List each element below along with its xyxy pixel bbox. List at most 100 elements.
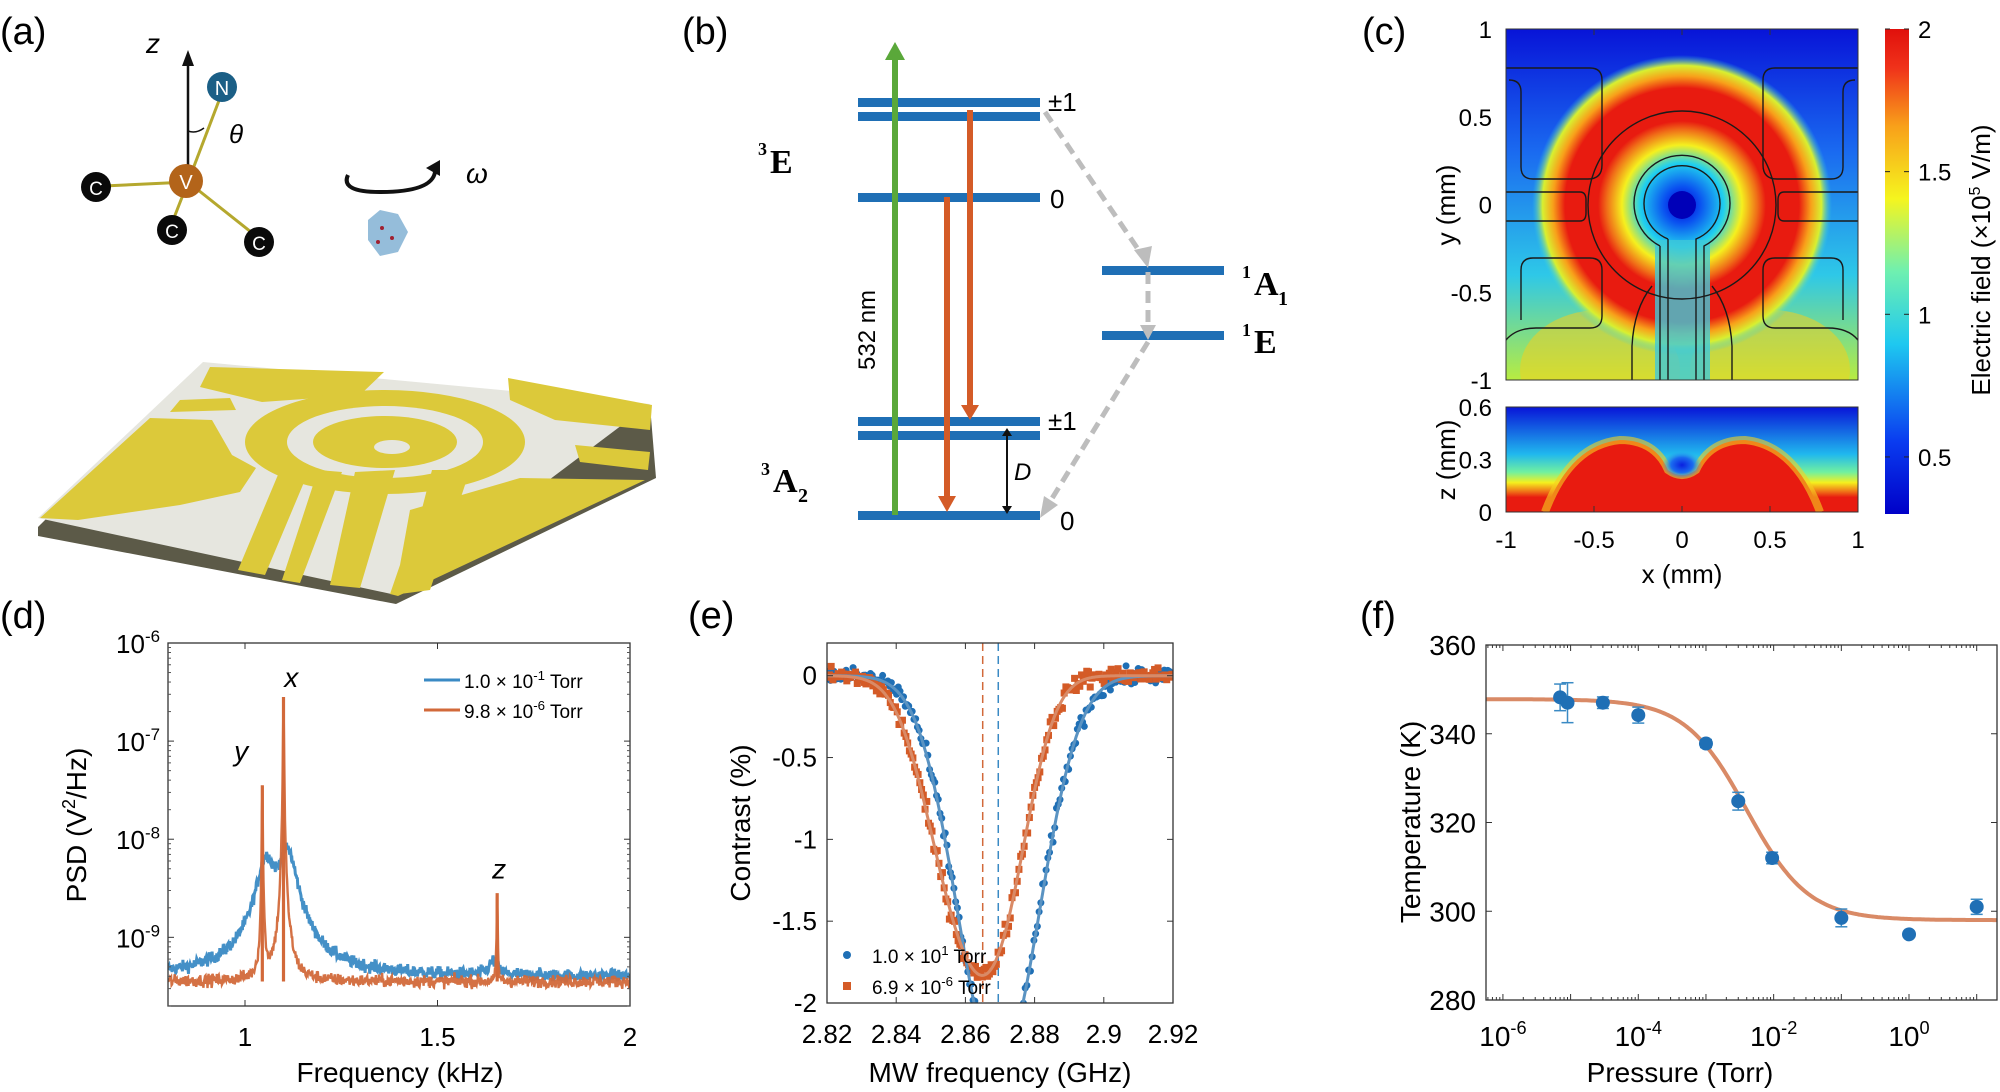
psd-series-line-high-pressure xyxy=(168,842,630,984)
e-legend-label: 1.0 × 101 Torr xyxy=(872,943,987,968)
e-data-point xyxy=(1005,922,1013,930)
level-3e-pm1-a xyxy=(858,98,1040,107)
panel-f: (f) 10-6 10-4 10-2 100 360 340 320 300 280 Press… xyxy=(1360,595,1998,1088)
svg-text:A: A xyxy=(773,463,798,500)
field-map-bottom xyxy=(1506,407,1858,512)
f-data-point xyxy=(1560,695,1575,710)
intersystem-crossing-path xyxy=(1042,110,1151,507)
panel-label-f: (f) xyxy=(1360,595,1396,637)
coplanar-waveguide-chip xyxy=(38,362,656,604)
odmr-plot-area xyxy=(827,643,1173,1056)
d-ytick-label: 10-9 xyxy=(116,921,160,953)
e-xtick-label: 2.86 xyxy=(940,1019,991,1049)
e-data-point xyxy=(1058,704,1066,712)
e-data-point xyxy=(975,966,983,974)
sublevel-label-lower-pm1: ±1 xyxy=(1048,406,1077,436)
e-data-point xyxy=(1051,714,1059,722)
e-ytick-label: -1 xyxy=(794,824,817,854)
e-data-point xyxy=(827,662,835,670)
e-data-point xyxy=(1105,669,1113,677)
e-data-point xyxy=(1060,689,1068,697)
c-ylabel-bottom: z (mm) xyxy=(1431,420,1461,501)
e-data-point xyxy=(1122,662,1130,670)
colorbar-tick-label: 2 xyxy=(1918,17,1931,44)
svg-text:3: 3 xyxy=(758,139,767,159)
e-data-point xyxy=(982,1049,989,1056)
state-label-1a1: 1 A 1 xyxy=(1242,262,1288,310)
e-data-point xyxy=(1124,677,1132,685)
svg-text:2: 2 xyxy=(798,485,808,507)
e-axes: 2.82 2.84 2.86 2.88 2.9 2.92 0 -0.5 -1 -1.5 -2 xyxy=(772,643,1198,1049)
c-xtick-label: -0.5 xyxy=(1573,527,1614,554)
e-data-point xyxy=(853,679,861,687)
c-ytick-label-bottom: 0 xyxy=(1479,500,1492,527)
splitting-label: D xyxy=(1014,459,1031,486)
e-data-point xyxy=(998,947,1006,955)
c-ylabel-top: y (mm) xyxy=(1431,165,1461,246)
e-data-point xyxy=(1112,668,1120,676)
d-xtick-label: 2 xyxy=(623,1022,637,1052)
e-data-point xyxy=(923,797,931,805)
level-1a1 xyxy=(1102,266,1224,275)
e-data-point xyxy=(879,671,887,679)
d-legend-label: 1.0 × 10-1 Torr xyxy=(464,668,583,693)
f-data-point xyxy=(1902,927,1917,942)
nitrogen-atom xyxy=(207,72,237,102)
panel-a: (a) z xyxy=(0,11,656,604)
f-data-point xyxy=(1731,794,1746,809)
e-data-point xyxy=(1076,682,1084,690)
svg-text:C: C xyxy=(165,222,179,243)
state-label-1e: 1 E xyxy=(1242,320,1277,361)
panel-c-axes: -1 -0.5 0 0.5 110.50-0.5-10.60.30 xyxy=(1451,17,1865,554)
e-ytick-label: -2 xyxy=(794,988,817,1018)
e-data-point xyxy=(1126,669,1134,677)
psd-series-line-low-pressure xyxy=(168,698,630,991)
f-data-point xyxy=(1834,910,1849,925)
panel-label-d: (d) xyxy=(0,595,46,637)
panel-d: (d) 1 1.5 2 10-6 10-7 10-8 10-9 x y z Frequency (… xyxy=(0,595,637,1088)
d-xtick-label: 1 xyxy=(238,1022,252,1052)
e-data-point xyxy=(892,703,900,711)
d-axes: 1 1.5 2 10-6 10-7 10-8 10-9 x y z xyxy=(116,627,637,1052)
c-ytick-label-top: -1 xyxy=(1471,368,1492,395)
d-xtick-label: 1.5 xyxy=(419,1022,455,1052)
e-data-point xyxy=(879,686,887,694)
e-data-point xyxy=(1084,668,1092,676)
e-xtick-label: 2.88 xyxy=(1009,1019,1060,1049)
d-peak-annotation-y: y xyxy=(232,736,250,767)
colorbar-label: Electric field (×105 V/m) xyxy=(1966,124,1996,395)
panel-label-e: (e) xyxy=(688,595,734,637)
f-xlabel: Pressure (Torr) xyxy=(1587,1057,1774,1088)
e-data-point xyxy=(970,969,978,977)
carbon-atom xyxy=(157,215,187,245)
e-data-point xyxy=(1145,675,1153,683)
e-data-point xyxy=(1024,829,1032,837)
level-3e-pm1-b xyxy=(858,112,1040,121)
e-data-point xyxy=(1016,1005,1023,1012)
f-xtick-label: 10-6 xyxy=(1479,1018,1526,1052)
panel-label-b: (b) xyxy=(682,11,728,53)
svg-text:1: 1 xyxy=(1242,262,1251,282)
c-xtick-label: 0 xyxy=(1675,527,1688,554)
e-ytick-label: 0 xyxy=(803,661,817,691)
nanodiamond-icon xyxy=(368,210,408,256)
e-data-point xyxy=(1099,691,1107,699)
f-ylabel: Temperature (K) xyxy=(1395,721,1426,923)
e-data-point xyxy=(1086,683,1094,691)
svg-text:C: C xyxy=(252,234,266,255)
e-data-point xyxy=(978,973,986,981)
f-data-point xyxy=(1765,851,1780,865)
e-legend-label: 6.9 × 10-6 Torr xyxy=(872,974,991,999)
c-xtick-label: -1 xyxy=(1495,527,1516,554)
svg-text:V: V xyxy=(179,172,193,194)
f-xtick-label: 10-4 xyxy=(1615,1018,1662,1052)
e-data-point xyxy=(1098,676,1106,684)
c-ytick-label-top: 0 xyxy=(1479,193,1492,220)
e-data-point xyxy=(1050,722,1058,730)
svg-text:N: N xyxy=(215,78,229,100)
svg-text:A: A xyxy=(1254,266,1279,303)
c-ytick-label-bottom: 0.3 xyxy=(1459,448,1492,475)
e-data-point xyxy=(1080,722,1088,730)
e-xtick-label: 2.82 xyxy=(802,1019,853,1049)
